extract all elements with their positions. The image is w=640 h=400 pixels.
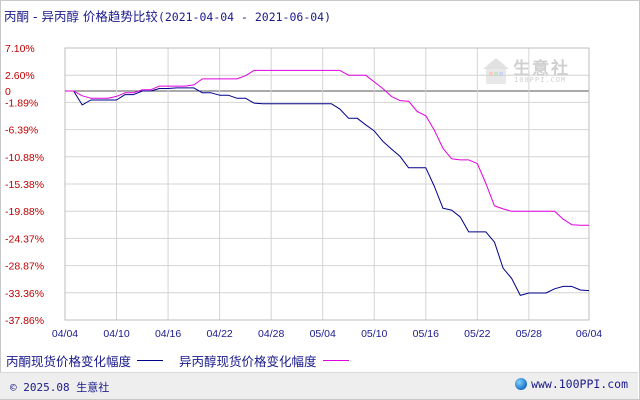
x-axis-ticks: 04/04 04/10 04/16 04/22 04/28 05/04 05/10 05/16… bbox=[52, 328, 602, 340]
x-tick-label: 05/22 bbox=[464, 328, 490, 340]
x-tick-label: 05/16 bbox=[413, 328, 439, 340]
chart-title: 丙酮 - 异丙醇 价格趋势比较(2021-04-04 - 2021-06-04) bbox=[4, 6, 331, 25]
y-tick-label: -37.86% bbox=[5, 315, 44, 327]
globe-icon bbox=[515, 378, 528, 390]
y-tick-label: -15.38% bbox=[5, 179, 44, 191]
x-tick-label: 04/10 bbox=[103, 328, 129, 340]
y-tick-label: -24.37% bbox=[5, 233, 44, 245]
legend-swatch-isopropanol bbox=[322, 360, 349, 361]
footer-site-text: www.100PPI.com bbox=[531, 377, 628, 391]
x-tick-label: 06/04 bbox=[576, 328, 602, 340]
x-tick-label: 04/04 bbox=[52, 328, 78, 340]
legend-swatch-acetone bbox=[137, 360, 164, 361]
chart-title-main: 丙酮 - 异丙醇 价格趋势比较 bbox=[4, 9, 158, 24]
plot-border bbox=[64, 47, 590, 321]
chart-legend: 丙酮现货价格变化幅度 异丙醇现货价格变化幅度 bbox=[6, 351, 365, 370]
series-line-acetone bbox=[65, 87, 590, 296]
legend-label-isopropanol: 异丙醇现货价格变化幅度 bbox=[179, 354, 317, 369]
watermark-text: 生意社 bbox=[513, 59, 570, 79]
legend-label-acetone: 丙酮现货价格变化幅度 bbox=[6, 354, 132, 369]
y-axis-ticks: 7.10% 2.60% -1.89% -6.39% -10.88% -15.38% -19.… bbox=[5, 43, 44, 327]
y-tick-label: 2.60% bbox=[5, 70, 35, 82]
legend-item-isopropanol: 异丙醇现货价格变化幅度 bbox=[179, 351, 349, 370]
x-tick-label: 04/22 bbox=[206, 328, 232, 340]
footer-copyright: © 2025.08 生意社 bbox=[10, 381, 110, 394]
x-tick-label: 05/10 bbox=[361, 328, 387, 340]
legend-item-acetone: 丙酮现货价格变化幅度 bbox=[6, 351, 164, 370]
watermark-logo: 生意社 100PPI.COM bbox=[481, 54, 581, 92]
y-tick-label: -28.87% bbox=[5, 261, 44, 273]
series-lines bbox=[65, 69, 590, 296]
footer-bar: © 2025.08 生意社 www.100PPI.com bbox=[0, 372, 638, 399]
y-tick-label: 7.10% bbox=[5, 43, 35, 55]
y-tick-label: -6.39% bbox=[5, 125, 38, 137]
grid-lines bbox=[64, 47, 590, 321]
y-tick-label: -19.88% bbox=[5, 206, 44, 218]
x-tick-label: 04/28 bbox=[258, 328, 284, 340]
watermark-url: 100PPI.COM bbox=[514, 76, 567, 84]
zero-label: 0 bbox=[5, 86, 11, 98]
line-chart: 7.10% 2.60% -1.89% -6.39% -10.88% -15.38% -19.… bbox=[5, 43, 602, 340]
y-tick-label: -33.36% bbox=[5, 288, 44, 300]
chart-date-range: (2021-04-04 - 2021-06-04) bbox=[157, 10, 332, 24]
y-tick-label: -10.88% bbox=[5, 152, 44, 164]
series-line-isopropanol bbox=[65, 69, 589, 226]
footer-site-link[interactable]: www.100PPI.com bbox=[515, 377, 628, 391]
x-tick-label: 05/28 bbox=[516, 328, 542, 340]
x-tick-label: 04/16 bbox=[155, 328, 181, 340]
house-icon bbox=[483, 58, 509, 84]
y-tick-label: -1.89% bbox=[5, 97, 38, 109]
x-tick-label: 05/04 bbox=[310, 328, 336, 340]
